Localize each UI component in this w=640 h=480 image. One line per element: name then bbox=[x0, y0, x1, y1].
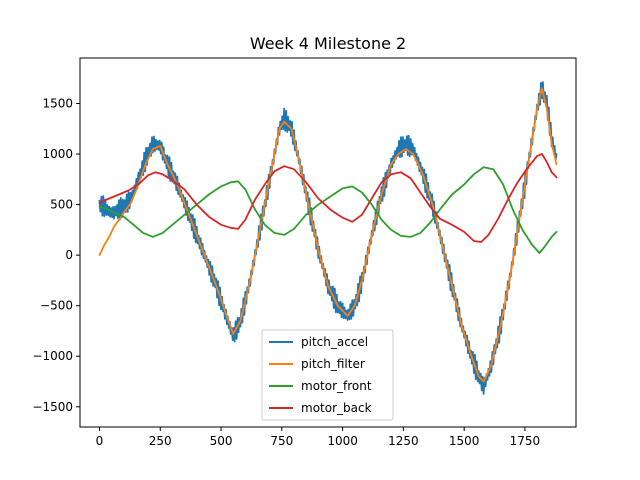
x-tick-label: 750 bbox=[270, 434, 293, 448]
axes-layer: 0 250 500 750 1000 1250 1500 1750 −1500 −1000 −500… bbox=[32, 57, 577, 448]
x-tick-label: 250 bbox=[149, 434, 172, 448]
legend-label-motor-front: motor_front bbox=[301, 379, 372, 393]
plot-frame bbox=[79, 57, 577, 428]
series-layer bbox=[98, 81, 558, 395]
legend-label-pitch-filter: pitch_filter bbox=[301, 357, 365, 371]
legend-label-pitch-accel: pitch_accel bbox=[301, 335, 368, 349]
legend-frame bbox=[261, 329, 394, 421]
y-tick-label: 0 bbox=[65, 248, 73, 262]
legend: pitch_accel pitch_filter motor_front mot… bbox=[261, 329, 394, 421]
chart-title: Week 4 Milestone 2 bbox=[250, 34, 406, 53]
x-tick-label: 500 bbox=[210, 434, 233, 448]
x-tick-label: 1250 bbox=[388, 434, 419, 448]
y-tick-label: 500 bbox=[50, 198, 73, 212]
series-line-motor-back bbox=[98, 153, 558, 243]
series-line-motor-front bbox=[98, 166, 558, 254]
x-tick-label: 1750 bbox=[510, 434, 541, 448]
x-tick-label: 1000 bbox=[327, 434, 358, 448]
y-tick-label: −1000 bbox=[32, 349, 73, 363]
x-tick-label: 1500 bbox=[449, 434, 480, 448]
y-tick-label: 1000 bbox=[42, 147, 73, 161]
legend-label-motor-back: motor_back bbox=[301, 401, 372, 415]
series-line-pitch-filter bbox=[98, 87, 558, 383]
y-tick-label: −500 bbox=[40, 299, 73, 313]
y-tick-label: 1500 bbox=[42, 96, 73, 110]
y-tick-label: −1500 bbox=[32, 400, 73, 414]
x-tick-label: 0 bbox=[96, 434, 104, 448]
